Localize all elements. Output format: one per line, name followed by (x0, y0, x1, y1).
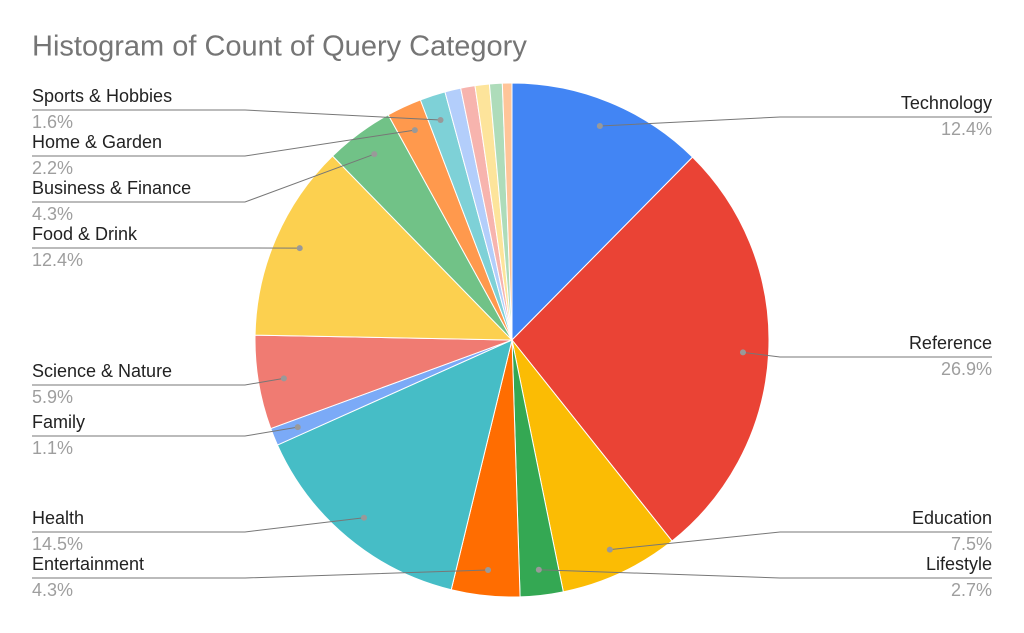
leader-line (32, 129, 415, 157)
slice-label: Technology (901, 93, 992, 113)
leader-line (32, 426, 298, 437)
slice-label: Business & Finance (32, 178, 191, 198)
leader-dot (280, 375, 287, 382)
slice-value-label: 4.3% (32, 580, 73, 600)
slice-label: Lifestyle (926, 554, 992, 574)
leader-line (32, 377, 284, 386)
slice-label: Entertainment (32, 554, 144, 574)
slice-value-label: 7.5% (951, 534, 992, 554)
slice-label: Food & Drink (32, 224, 138, 244)
leader-dot (296, 245, 303, 252)
slice-value-label: 4.3% (32, 204, 73, 224)
leader-dot (535, 566, 542, 573)
pie-slice (511, 156, 770, 542)
leader-dot (411, 127, 418, 134)
slice-value-label: 12.4% (32, 250, 83, 270)
slice-label: Family (32, 412, 85, 432)
pie-slice (254, 155, 514, 341)
slice-label: Health (32, 508, 84, 528)
pie-slice (276, 339, 513, 591)
leader-line (609, 531, 992, 551)
slice-value-label: 2.7% (951, 580, 992, 600)
leader-dot (596, 123, 603, 130)
slice-value-label: 26.9% (941, 359, 992, 379)
pie-slice (501, 82, 513, 341)
slice-label: Education (912, 508, 992, 528)
chart-title: Histogram of Count of Query Category (32, 31, 527, 63)
slice-value-label: 1.1% (32, 438, 73, 458)
leader-line (32, 109, 441, 121)
leader-line (32, 517, 365, 533)
slice-value-label: 12.4% (941, 119, 992, 139)
slice-value-label: 2.2% (32, 158, 73, 178)
slice-label: Science & Nature (32, 361, 172, 381)
slice-value-label: 14.5% (32, 534, 83, 554)
leader-dot (294, 424, 301, 431)
slice-value-label: 5.9% (32, 387, 73, 407)
leader-dot (371, 151, 378, 158)
slice-label: Reference (909, 333, 992, 353)
leader-line (32, 569, 489, 579)
slice-label: Sports & Hobbies (32, 86, 172, 106)
leader-line (599, 116, 992, 127)
slice-value-label: 1.6% (32, 112, 73, 132)
leader-dot (361, 514, 368, 521)
leader-dot (437, 117, 444, 124)
leader-dot (606, 546, 613, 553)
slice-label: Home & Garden (32, 132, 162, 152)
leader-line (538, 569, 992, 579)
leader-line (742, 351, 992, 358)
leader-dot (739, 349, 746, 356)
pie-slice (511, 82, 694, 342)
leader-line (32, 153, 375, 203)
leader-dot (485, 567, 492, 574)
